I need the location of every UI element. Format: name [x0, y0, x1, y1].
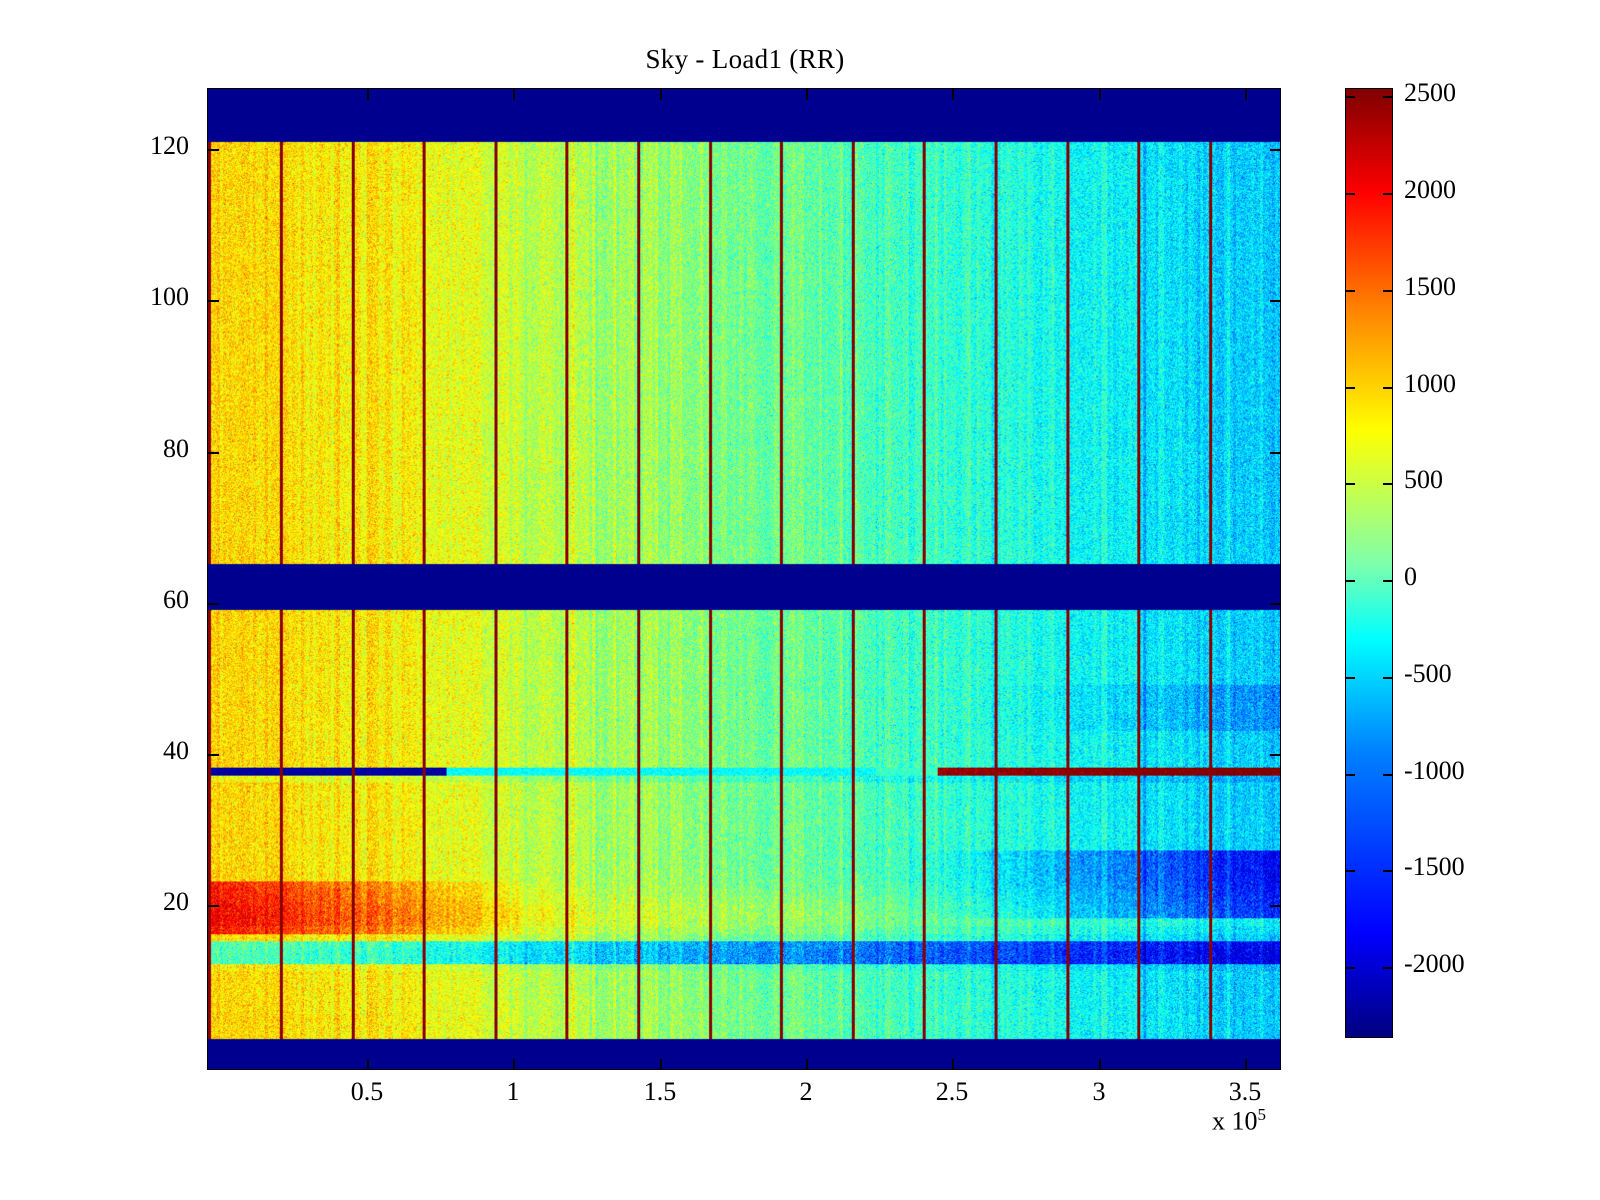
colorbar-tick-label: 2500	[1404, 78, 1456, 107]
y-axis-tick-mark-right	[1270, 603, 1281, 605]
y-axis-tick-label: 100	[150, 282, 189, 311]
colorbar-tick-mark	[1346, 290, 1355, 292]
x-axis-tick-mark	[806, 1059, 808, 1070]
colorbar-tick-mark	[1346, 193, 1355, 195]
y-axis-tick-label: 40	[163, 736, 189, 765]
y-axis-tick-mark-right	[1270, 452, 1281, 454]
y-axis-tick-label: 120	[150, 131, 189, 160]
colorbar-tick-label: 0	[1404, 562, 1417, 591]
x-axis-tick-mark	[1245, 1059, 1247, 1070]
x-axis-tick-mark	[952, 1059, 954, 1070]
y-axis-tick-mark	[208, 905, 219, 907]
colorbar-tick-mark	[1346, 580, 1355, 582]
colorbar-tick-label: -2000	[1404, 949, 1465, 978]
x-axis-tick-label: 1	[506, 1077, 520, 1106]
x-axis-tick-mark-top	[513, 89, 515, 100]
x-axis-tick-mark-top	[660, 89, 662, 100]
x-axis-tick-label: 1.5	[643, 1077, 677, 1106]
colorbar-tick-mark	[1346, 677, 1355, 679]
y-axis-tick-mark-right	[1270, 300, 1281, 302]
colorbar-tick-mark	[1346, 483, 1355, 485]
colorbar-tick-mark-right	[1383, 483, 1392, 485]
colorbar-tick-label: -1500	[1404, 852, 1465, 881]
colorbar-tick-label: 1500	[1404, 272, 1456, 301]
x-axis-tick-label: 3.5	[1228, 1077, 1262, 1106]
x-axis-tick-mark	[660, 1059, 662, 1070]
y-axis-tick-mark-right	[1270, 754, 1281, 756]
heatmap-axes[interactable]	[207, 88, 1281, 1070]
y-axis-tick-mark-right	[1270, 905, 1281, 907]
colorbar-tick-mark-right	[1383, 967, 1392, 969]
y-axis-tick-label: 20	[163, 887, 189, 916]
y-axis-tick-mark	[208, 149, 219, 151]
heatmap-image	[208, 89, 1280, 1069]
y-axis-tick-mark	[208, 754, 219, 756]
colorbar-tick-mark	[1346, 96, 1355, 98]
x-exponent-base: x 10	[1212, 1106, 1258, 1136]
x-axis-tick-mark	[513, 1059, 515, 1070]
colorbar-tick-mark-right	[1383, 677, 1392, 679]
y-axis-tick-mark-right	[1270, 149, 1281, 151]
page-title: Sky - Load1 (RR)	[645, 44, 845, 74]
colorbar-tick-label: 1000	[1404, 369, 1456, 398]
x-exponent-power: 5	[1257, 1105, 1267, 1124]
colorbar-tick-mark-right	[1383, 193, 1392, 195]
x-axis-exponent-label: x 105	[1212, 1105, 1266, 1137]
x-axis-tick-label: 3	[1092, 1077, 1106, 1106]
y-axis-tick-mark	[208, 603, 219, 605]
colorbar-tick-mark	[1346, 967, 1355, 969]
x-axis-tick-mark	[367, 1059, 369, 1070]
y-axis-tick-label: 80	[163, 434, 189, 463]
colorbar-tick-label: 500	[1404, 465, 1443, 494]
colorbar-gradient	[1346, 89, 1392, 1037]
y-axis-tick-label: 60	[163, 585, 189, 614]
x-axis-tick-mark-top	[1099, 89, 1101, 100]
x-axis-tick-mark-top	[806, 89, 808, 100]
y-axis-tick-mark	[208, 300, 219, 302]
x-axis-tick-mark	[1099, 1059, 1101, 1070]
colorbar-tick-mark	[1346, 774, 1355, 776]
colorbar-tick-mark	[1346, 387, 1355, 389]
x-axis-tick-label: 0.5	[350, 1077, 384, 1106]
colorbar-tick-mark-right	[1383, 774, 1392, 776]
colorbar-tick-mark	[1346, 870, 1355, 872]
colorbar-tick-mark-right	[1383, 387, 1392, 389]
colorbar-tick-label: 2000	[1404, 175, 1456, 204]
colorbar-tick-mark-right	[1383, 96, 1392, 98]
x-axis-tick-label: 2	[799, 1077, 813, 1106]
colorbar-tick-label: -500	[1404, 659, 1452, 688]
x-axis-tick-mark-top	[367, 89, 369, 100]
x-axis-tick-label: 2.5	[935, 1077, 969, 1106]
colorbar-tick-mark-right	[1383, 580, 1392, 582]
colorbar[interactable]	[1345, 88, 1393, 1038]
y-axis-tick-mark	[208, 452, 219, 454]
colorbar-tick-mark-right	[1383, 870, 1392, 872]
x-axis-tick-mark-top	[952, 89, 954, 100]
colorbar-tick-label: -1000	[1404, 756, 1465, 785]
colorbar-tick-mark-right	[1383, 290, 1392, 292]
x-axis-tick-mark-top	[1245, 89, 1247, 100]
